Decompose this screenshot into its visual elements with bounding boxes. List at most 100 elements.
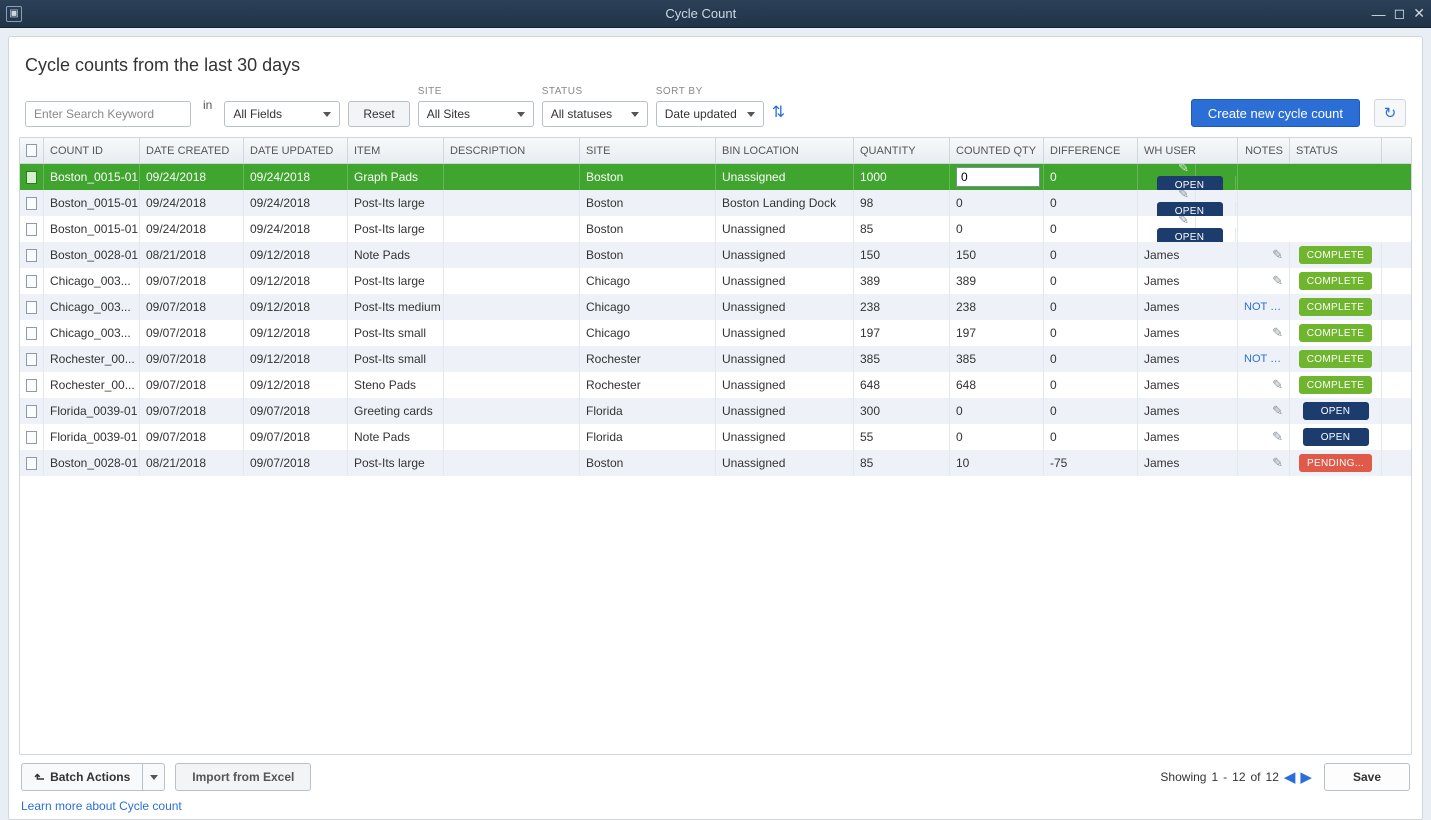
cell-bin: Unassigned [716, 320, 854, 346]
edit-note-icon[interactable]: ✎ [1272, 377, 1283, 393]
cell-user: James [1138, 372, 1238, 398]
row-checkbox[interactable] [26, 275, 37, 288]
table-row[interactable]: Florida_0039-0109/07/201809/07/2018Note … [20, 424, 1411, 450]
reset-button[interactable]: Reset [348, 101, 409, 127]
table-row[interactable]: Chicago_003...09/07/201809/12/2018Post-I… [20, 268, 1411, 294]
table-row[interactable]: Rochester_00...09/07/201809/12/2018Post-… [20, 346, 1411, 372]
counted-qty-value: 0 [956, 222, 963, 236]
row-checkbox[interactable] [26, 457, 37, 470]
cell-user: ✎OPEN [1138, 190, 1238, 216]
table-row[interactable]: Boston_0015-0109/24/201809/24/2018Post-I… [20, 216, 1411, 242]
counted-qty-value: 10 [956, 456, 969, 470]
page-prev-button[interactable]: ◀ [1284, 768, 1296, 786]
col-counted-qty[interactable]: COUNTED QTY [950, 138, 1044, 163]
cell-description [444, 268, 580, 294]
refresh-icon: ↻ [1384, 104, 1397, 122]
col-status[interactable]: STATUS [1290, 138, 1382, 163]
cell-count-id: Boston_0015-01 [44, 216, 140, 242]
row-checkbox[interactable] [26, 223, 37, 236]
col-item[interactable]: ITEM [348, 138, 444, 163]
batch-actions-button[interactable]: ↲ Batch Actions [21, 763, 165, 791]
edit-note-icon[interactable]: ✎ [1178, 190, 1189, 202]
table-row[interactable]: Boston_0015-0109/24/201809/24/2018Post-I… [20, 190, 1411, 216]
note-link[interactable]: NOT C... [1244, 353, 1283, 365]
main-panel: Cycle counts from the last 30 days in Al… [8, 36, 1423, 820]
note-link[interactable]: NOT C... [1244, 301, 1283, 313]
cell-qty: 238 [854, 294, 950, 320]
minimize-button[interactable]: — [1372, 6, 1386, 22]
site-select[interactable]: All Sites [418, 101, 534, 127]
cell-diff: -75 [1044, 450, 1138, 476]
maximize-button[interactable]: ◻ [1394, 5, 1406, 22]
row-checkbox[interactable] [26, 197, 37, 210]
row-checkbox[interactable] [26, 379, 37, 392]
cell-date-updated: 09/12/2018 [244, 320, 348, 346]
edit-note-icon[interactable]: ✎ [1272, 403, 1283, 419]
cell-user: James [1138, 242, 1238, 268]
sort-select[interactable]: Date updated [656, 101, 764, 127]
table-row[interactable]: Florida_0039-0109/07/201809/07/2018Greet… [20, 398, 1411, 424]
fields-select-value: All Fields [233, 107, 282, 121]
status-select-value: All statuses [551, 107, 612, 121]
cell-user: James [1138, 346, 1238, 372]
counted-qty-input[interactable] [956, 167, 1040, 187]
table-row[interactable]: Boston_0028-0108/21/201809/07/2018Post-I… [20, 450, 1411, 476]
status-select[interactable]: All statuses [542, 101, 648, 127]
row-checkbox[interactable] [26, 327, 37, 340]
page-next-button[interactable]: ▶ [1300, 768, 1312, 786]
col-date-created[interactable]: DATE CREATED [140, 138, 244, 163]
table-row[interactable]: Boston_0015-0109/24/201809/24/2018Graph … [20, 164, 1411, 190]
row-checkbox[interactable] [26, 405, 37, 418]
col-quantity[interactable]: QUANTITY [854, 138, 950, 163]
fullscreen-toggle-icon[interactable]: ▣ [6, 6, 22, 22]
table-row[interactable]: Chicago_003...09/07/201809/12/2018Post-I… [20, 294, 1411, 320]
cell-qty: 98 [854, 190, 950, 216]
table-row[interactable]: Rochester_00...09/07/201809/12/2018Steno… [20, 372, 1411, 398]
fields-select[interactable]: All Fields [224, 101, 340, 127]
counted-qty-value: 389 [956, 274, 976, 288]
create-cycle-count-button[interactable]: Create new cycle count [1191, 99, 1360, 127]
edit-note-icon[interactable]: ✎ [1272, 455, 1283, 471]
cell-count-id: Florida_0039-01 [44, 424, 140, 450]
save-button[interactable]: Save [1324, 763, 1410, 791]
cell-diff: 0 [1044, 164, 1138, 190]
col-difference[interactable]: DIFFERENCE [1044, 138, 1138, 163]
refresh-button[interactable]: ↻ [1374, 99, 1406, 127]
batch-actions-dropdown[interactable] [142, 764, 164, 790]
col-date-updated[interactable]: DATE UPDATED [244, 138, 348, 163]
edit-note-icon[interactable]: ✎ [1272, 273, 1283, 289]
col-wh-user[interactable]: WH USER [1138, 138, 1238, 163]
cell-date-updated: 09/12/2018 [244, 346, 348, 372]
col-count-id[interactable]: COUNT ID [44, 138, 140, 163]
select-all-checkbox[interactable] [26, 144, 37, 157]
row-checkbox[interactable] [26, 353, 37, 366]
cell-count-id: Chicago_003... [44, 268, 140, 294]
sort-direction-icon[interactable]: ⇅ [772, 102, 785, 126]
table-row[interactable]: Boston_0028-0108/21/201809/12/2018Note P… [20, 242, 1411, 268]
edit-note-icon[interactable]: ✎ [1178, 164, 1189, 176]
col-notes[interactable]: NOTES [1238, 138, 1290, 163]
cell-description [444, 372, 580, 398]
cell-bin: Unassigned [716, 294, 854, 320]
cell-diff: 0 [1044, 398, 1138, 424]
row-checkbox[interactable] [26, 171, 37, 184]
edit-note-icon[interactable]: ✎ [1178, 216, 1189, 228]
import-excel-button[interactable]: Import from Excel [175, 763, 311, 791]
row-checkbox[interactable] [26, 249, 37, 262]
learn-more-link[interactable]: Learn more about Cycle count [9, 797, 1422, 819]
search-input[interactable] [25, 101, 191, 127]
edit-note-icon[interactable]: ✎ [1272, 325, 1283, 341]
table-row[interactable]: Chicago_003...09/07/201809/12/2018Post-I… [20, 320, 1411, 346]
cell-item: Post-Its large [348, 268, 444, 294]
edit-note-icon[interactable]: ✎ [1272, 247, 1283, 263]
close-button[interactable]: ✕ [1413, 5, 1425, 22]
cell-qty: 385 [854, 346, 950, 372]
col-description[interactable]: DESCRIPTION [444, 138, 580, 163]
row-checkbox[interactable] [26, 431, 37, 444]
edit-note-icon[interactable]: ✎ [1272, 429, 1283, 445]
col-bin-location[interactable]: BIN LOCATION [716, 138, 854, 163]
sort-select-value: Date updated [665, 107, 737, 121]
row-checkbox[interactable] [26, 301, 37, 314]
cell-description [444, 320, 580, 346]
col-site[interactable]: SITE [580, 138, 716, 163]
